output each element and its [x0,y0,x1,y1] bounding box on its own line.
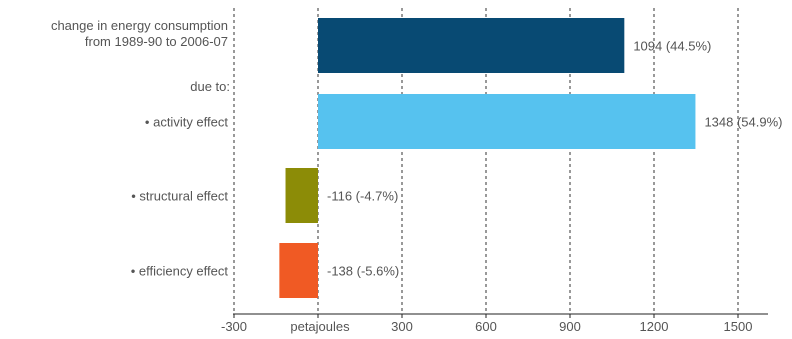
category-label-2-0: • structural effect [131,189,228,204]
category-label-0-0: change in energy consumption [51,18,228,33]
bar-0 [318,18,625,73]
x-tick-label-6: 1500 [724,319,753,334]
value-label-2: -116 (-4.7%) [327,189,398,204]
bars [279,18,696,298]
x-tick-label-4: 900 [559,319,581,334]
category-label-0-1: from 1989-90 to 2006-07 [85,34,228,49]
bar-1 [318,94,696,149]
x-tick-label-3: 600 [475,319,497,334]
bar-2 [285,168,318,223]
value-labels: 1094 (44.5%) 1348 (54.9%) -116 (-4.7%) -138… [327,39,783,279]
x-tick-label-5: 1200 [640,319,669,334]
x-tick-label-0: -300 [221,319,247,334]
x-tick-label-2: 300 [391,319,413,334]
due-to-label: due to: [190,79,230,94]
x-axis-ticks: -300 300 600 900 1200 1500 [221,314,752,334]
category-label-3-0: • efficiency effect [131,264,229,279]
value-label-1: 1348 (54.9%) [704,115,782,130]
category-label-1-0: • activity effect [145,115,228,130]
x-axis-title: petajoules [290,319,350,334]
value-label-3: -138 (-5.6%) [327,264,399,279]
bar-3 [279,243,318,298]
value-label-0: 1094 (44.5%) [633,39,711,54]
